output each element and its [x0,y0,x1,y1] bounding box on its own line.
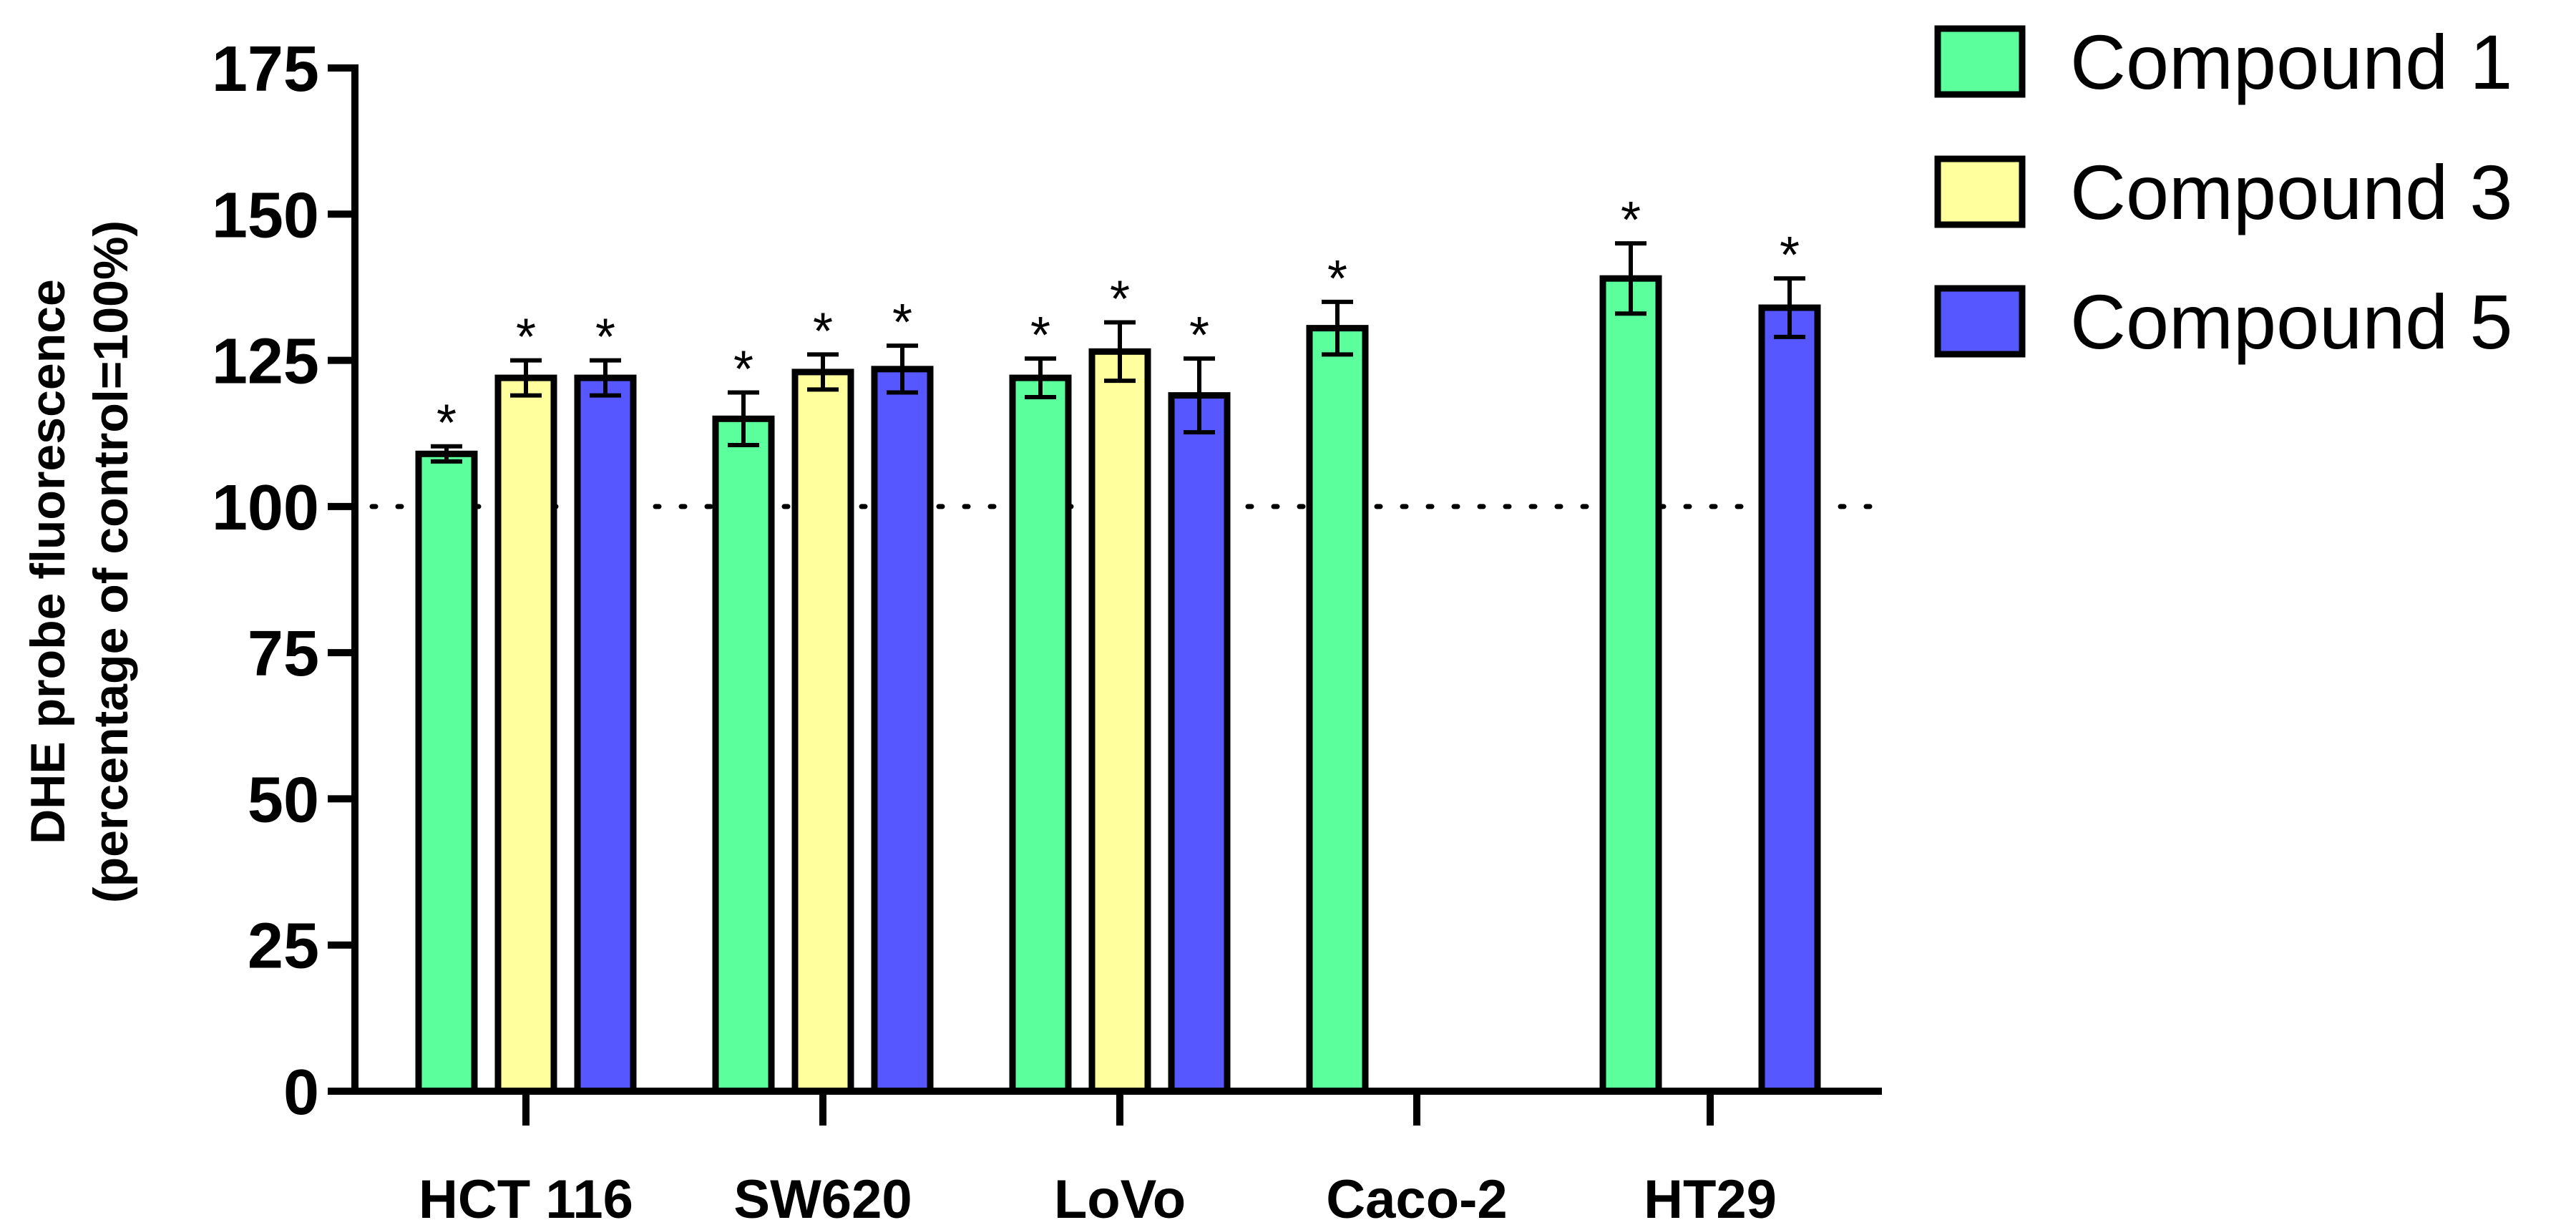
significance-marker: * [813,303,833,360]
significance-marker: * [436,395,457,452]
bar [1599,275,1662,1095]
significance-marker: * [516,309,536,366]
x-tick-label: Caco-2 [1326,1169,1507,1220]
bar [712,415,775,1095]
y-axis-title-line-1: DHE probe fluorescence [21,279,75,844]
significance-marker: * [733,341,753,399]
y-tick-label: 25 [248,911,319,982]
axes-layer: 0 25 50 75 100 125 150 175 HCT 116 SW620 LoVo Caco-… [212,34,1882,1220]
bars-layer: * * * * * * * * * * * * [415,192,1821,1095]
significance-marker: * [1110,270,1130,328]
significance-marker: * [892,294,912,351]
bar [415,450,478,1095]
significance-marker: * [1327,250,1347,308]
y-axis-title-line-2: (percentage of control=100%) [84,220,138,903]
bar [574,374,637,1095]
significance-marker: * [1030,307,1050,364]
legend-label: Compound 1 [2070,19,2512,105]
legend-swatch [1934,25,2026,98]
bar [1306,325,1369,1095]
significance-marker: * [1621,192,1641,249]
y-tick-label: 75 [248,618,319,690]
significance-marker: * [595,309,615,366]
legend-label: Compound 5 [2070,278,2512,365]
bar [1009,374,1072,1095]
y-tick-label: 175 [212,34,319,105]
x-tick-label: LoVo [1054,1169,1186,1220]
y-tick-label: 125 [212,326,319,398]
bar [1168,392,1231,1095]
bar [871,366,934,1095]
x-tick-label: HT29 [1644,1169,1777,1220]
y-tick-label: 0 [283,1057,319,1128]
y-axis-title: DHE probe fluorescence (percentage of co… [21,220,138,903]
x-tick-label: HCT 116 [419,1169,633,1220]
bar [791,369,854,1095]
legend-swatch [1934,155,2026,228]
legend: Compound 1 Compound 3 Compound 5 [1934,19,2512,365]
significance-marker: * [1189,307,1209,364]
bar [494,374,557,1095]
legend-swatch [1934,285,2026,358]
bar [1088,348,1151,1095]
legend-label: Compound 3 [2070,149,2512,235]
bar [1758,304,1821,1095]
significance-marker: * [1780,227,1800,284]
x-tick-label: SW620 [733,1169,912,1220]
y-tick-label: 150 [212,180,319,251]
y-tick-label: 50 [248,764,319,836]
y-tick-label: 100 [212,472,319,544]
